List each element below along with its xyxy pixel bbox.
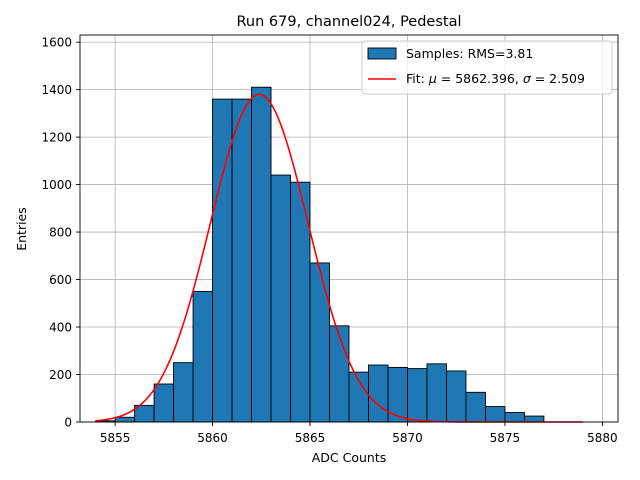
legend-label-fit: Fit: μ = 5862.396, σ = 2.509 — [406, 71, 585, 86]
legend-label-fit-prefix: Fit: — [406, 71, 429, 86]
y-tick-label: 1400 — [41, 83, 72, 97]
y-tick-label: 1200 — [41, 131, 72, 145]
histogram-bar — [426, 363, 447, 423]
y-tick-label: 600 — [49, 273, 72, 287]
histogram-bar — [192, 290, 214, 423]
legend-swatch-samples — [367, 47, 397, 60]
histogram-bar — [465, 391, 486, 423]
y-tick-label: 1600 — [41, 36, 72, 50]
x-tick-label: 5875 — [490, 431, 521, 445]
grid-lines — [80, 35, 618, 423]
legend-label-fit-tail: = 2.509 — [531, 71, 585, 86]
histogram-bar — [173, 362, 194, 423]
chart-title: Run 679, channel024, Pedestal — [236, 14, 461, 30]
x-tick-label: 5880 — [587, 431, 618, 445]
histogram-bar — [407, 368, 428, 423]
histogram-bar — [231, 98, 252, 423]
x-tick-label: 5865 — [295, 431, 326, 445]
x-axis-ticks: 5855 5860 5865 5870 5875 5880 — [100, 422, 618, 445]
legend-label-samples: Samples: RMS=3.81 — [406, 46, 533, 61]
histogram-bar — [309, 262, 330, 423]
histogram-bar — [484, 406, 506, 423]
histogram-bar — [446, 370, 467, 423]
sigma-symbol: σ — [523, 71, 532, 86]
y-tick-label: 0 — [64, 416, 72, 430]
x-axis-label: ADC Counts — [312, 450, 387, 465]
y-tick-label: 200 — [49, 368, 72, 382]
histogram-bar — [114, 416, 136, 423]
x-tick-label: 5855 — [100, 431, 131, 445]
histogram-bar — [153, 383, 175, 423]
histogram-bar — [523, 415, 545, 423]
legend-box — [361, 40, 613, 95]
histogram-bar — [368, 364, 389, 423]
mu-symbol: μ — [428, 71, 437, 86]
plot-frame — [79, 34, 619, 423]
x-tick-label: 5870 — [392, 431, 423, 445]
histogram-bars — [95, 86, 545, 423]
x-tick-label: 5860 — [197, 431, 228, 445]
legend: Samples: RMS=3.81 Fit: μ = 5862.396, σ =… — [361, 40, 613, 95]
histogram-bar — [212, 98, 233, 423]
y-axis-ticks: 0 200 400 600 800 1000 1200 1400 1600 — [41, 36, 80, 430]
y-tick-label: 800 — [49, 226, 72, 240]
y-tick-label: 1000 — [41, 178, 72, 192]
y-tick-label: 400 — [49, 321, 72, 335]
y-axis-label: Entries — [14, 207, 29, 251]
histogram-bar — [329, 325, 350, 423]
histogram-bar — [504, 412, 525, 423]
legend-label-fit-mid: = 5862.396, — [437, 71, 523, 86]
histogram-bar — [251, 86, 272, 423]
histogram-bar — [270, 174, 291, 423]
